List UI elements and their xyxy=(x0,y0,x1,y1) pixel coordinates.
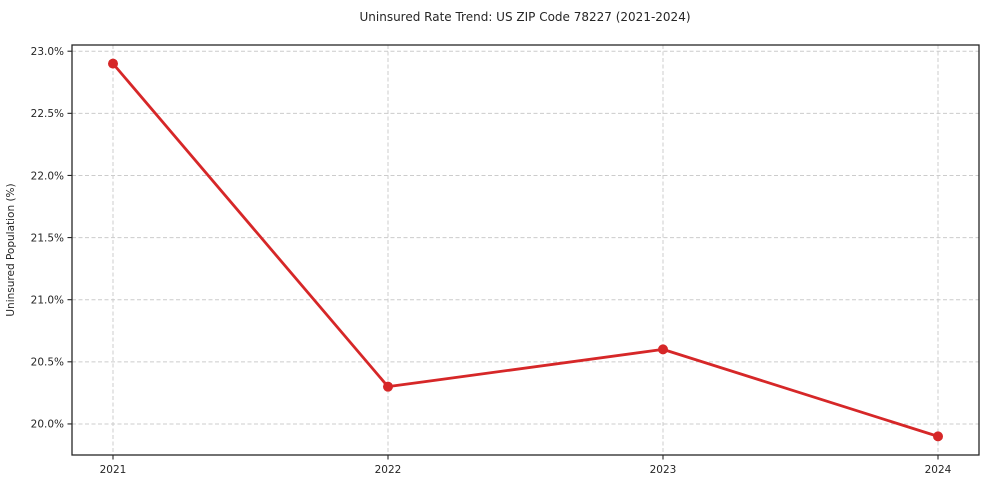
axes-spines xyxy=(71,44,980,456)
plot-border xyxy=(71,44,980,456)
y-tick-label: 21.0% xyxy=(31,294,64,306)
x-tick-label: 2024 xyxy=(925,464,952,476)
y-tick-label: 20.0% xyxy=(31,419,64,431)
axis-ticks: 20.0% 20.5% 21.0% 21.5% 22.0% 22.5% 23.0% 2021 2… xyxy=(31,46,952,476)
chart-title: Uninsured Rate Trend: US ZIP Code 78227 … xyxy=(359,10,690,24)
y-tick-label: 20.5% xyxy=(31,357,64,369)
data-point-marker xyxy=(658,344,668,355)
data-point-marker xyxy=(383,381,393,392)
y-tick-label: 23.0% xyxy=(31,46,64,58)
x-tick-label: 2023 xyxy=(650,464,677,476)
y-tick-label: 22.5% xyxy=(31,108,64,120)
y-axis-label: Uninsured Population (%) xyxy=(5,183,17,316)
grid-lines xyxy=(72,45,979,455)
trend-line xyxy=(111,62,940,438)
data-point-marker xyxy=(108,58,118,69)
data-series xyxy=(108,58,943,442)
y-tick-label: 21.5% xyxy=(31,232,64,244)
x-tick-label: 2022 xyxy=(375,464,402,476)
x-tick-label: 2021 xyxy=(100,464,127,476)
data-point-marker xyxy=(933,431,943,442)
y-tick-label: 22.0% xyxy=(31,170,64,182)
